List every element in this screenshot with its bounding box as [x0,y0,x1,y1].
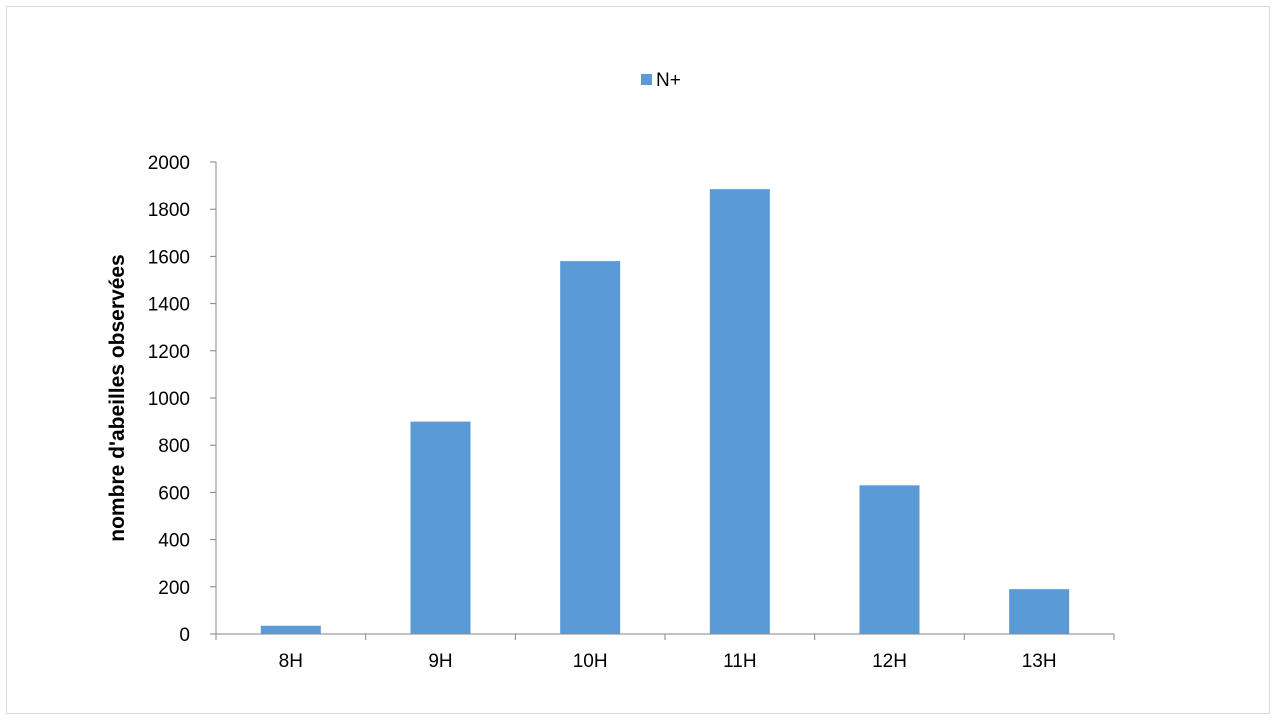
x-tick-label: 12H [872,651,907,672]
bar-8h [260,625,321,634]
y-tick-label: 2000 [148,153,190,174]
y-tick-label: 200 [158,578,190,599]
bar-12h [859,485,920,634]
x-tick-label: 13H [1022,651,1057,672]
y-axis-title: nombre d'abeilles observées [106,254,129,541]
x-tick-label: 8H [279,651,303,672]
y-tick-label: 600 [158,483,190,504]
bar-13h [1009,589,1070,634]
y-tick-label: 1800 [148,200,190,221]
bar-9h [410,421,471,634]
legend-label-n-plus: N+ [656,70,681,91]
x-tick-labels: 8H 9H 10H 11H 12H 13H [279,651,1057,672]
y-tick-label: 0 [179,625,190,646]
y-tick-label: 1000 [148,389,190,410]
bar-11h [709,189,770,634]
x-tick-label: 10H [573,651,608,672]
y-tick-label: 800 [158,436,190,457]
y-tick-labels: 0 200 400 600 800 1000 1200 1400 1600 1800 2000 [148,153,190,646]
x-tick-label: 11H [723,651,756,672]
legend-swatch [641,74,652,85]
y-tick-label: 1600 [148,247,190,268]
axes-group [210,161,1115,640]
bars-group [260,189,1070,634]
y-tick-label: 400 [158,531,190,552]
x-tick-label: 9H [428,651,452,672]
bar-10h [560,261,621,634]
y-tick-label: 1400 [148,295,190,316]
y-tick-label: 1200 [148,342,190,363]
legend: N+ [641,70,681,91]
